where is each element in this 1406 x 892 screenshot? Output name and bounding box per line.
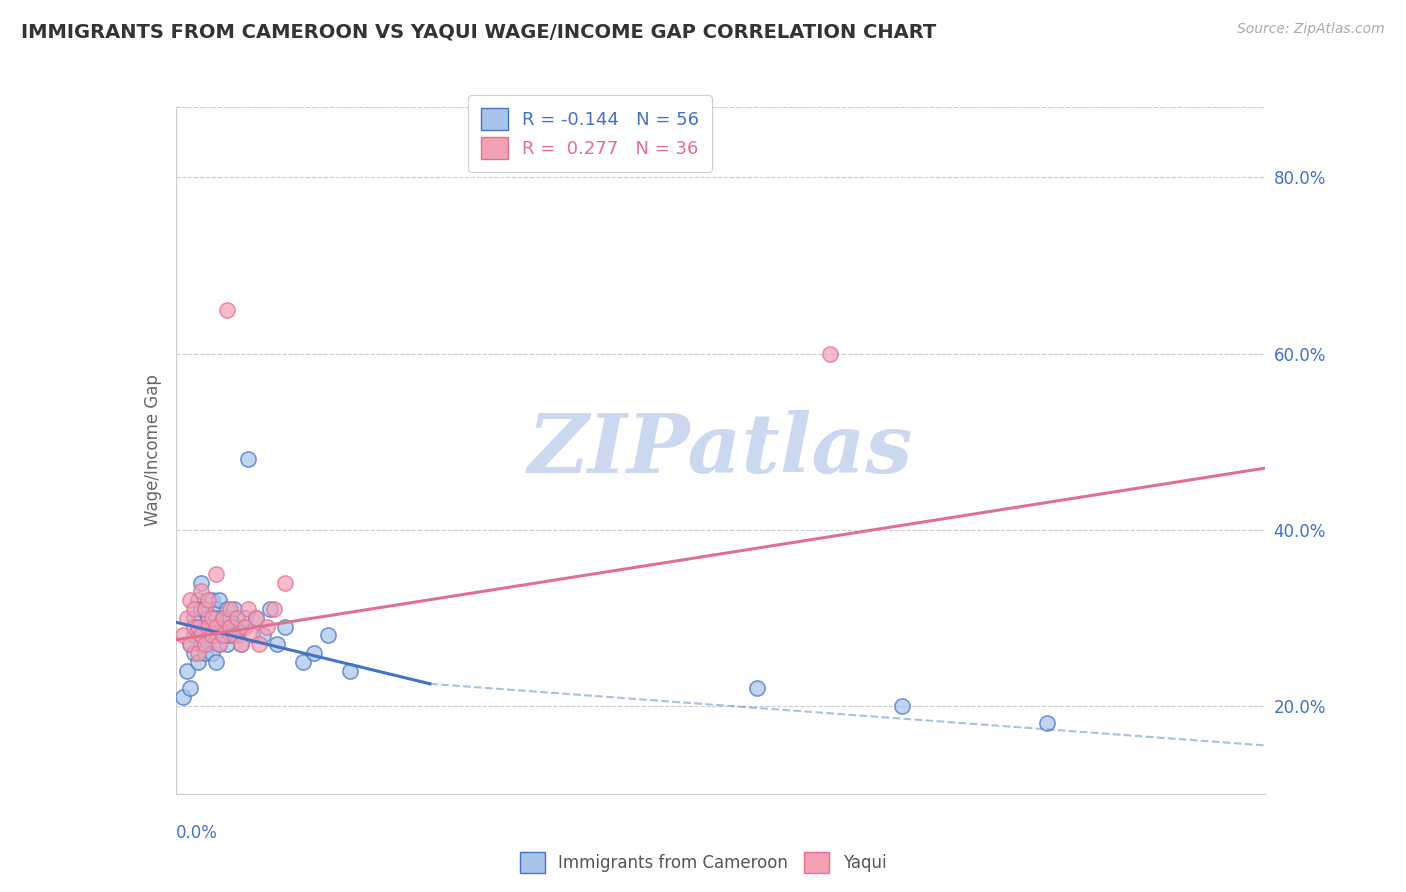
Point <box>179 637 201 651</box>
Point <box>176 611 198 625</box>
Point <box>245 611 267 625</box>
Point <box>212 611 235 625</box>
Point <box>219 611 242 625</box>
Point <box>215 602 238 616</box>
Point <box>215 637 238 651</box>
Point <box>226 628 249 642</box>
Point <box>208 593 231 607</box>
Point <box>194 619 217 633</box>
Point <box>233 619 256 633</box>
Point <box>186 593 209 607</box>
Point <box>201 619 224 633</box>
Point <box>274 575 297 590</box>
Point <box>201 593 224 607</box>
Point <box>212 628 235 642</box>
Point <box>186 655 209 669</box>
Point <box>179 681 201 696</box>
Point <box>186 619 209 633</box>
Point <box>194 602 217 616</box>
Point <box>238 602 260 616</box>
Point <box>208 619 231 633</box>
Point <box>240 628 263 642</box>
Point <box>818 346 841 360</box>
Point <box>745 681 768 696</box>
Point <box>318 628 340 642</box>
Point <box>204 619 226 633</box>
Point <box>208 637 231 651</box>
Point <box>219 602 242 616</box>
Point <box>247 637 270 651</box>
Point <box>231 637 253 651</box>
Y-axis label: Wage/Income Gap: Wage/Income Gap <box>143 375 162 526</box>
Point <box>204 602 226 616</box>
Point <box>219 628 242 642</box>
Point <box>215 619 238 633</box>
Point <box>252 628 274 642</box>
Point <box>204 628 226 642</box>
Point <box>197 628 219 642</box>
Point <box>201 628 224 642</box>
Point <box>266 637 288 651</box>
Point <box>197 619 219 633</box>
Point <box>183 646 205 660</box>
Point <box>172 690 194 704</box>
Point <box>183 628 205 642</box>
Point <box>204 566 226 581</box>
Point <box>190 575 212 590</box>
Point <box>233 611 256 625</box>
Point <box>256 619 278 633</box>
Point <box>245 611 267 625</box>
Point <box>231 619 253 633</box>
Point <box>197 593 219 607</box>
Point <box>190 602 212 616</box>
Point <box>204 611 226 625</box>
Point <box>291 655 314 669</box>
Point <box>183 619 205 633</box>
Text: 0.0%: 0.0% <box>176 824 218 842</box>
Point <box>215 302 238 317</box>
Point <box>259 602 281 616</box>
Point <box>194 602 217 616</box>
Point <box>212 628 235 642</box>
Point <box>179 637 201 651</box>
Point <box>204 655 226 669</box>
Point <box>891 698 914 713</box>
Point <box>197 611 219 625</box>
Point <box>197 637 219 651</box>
Text: IMMIGRANTS FROM CAMEROON VS YAQUI WAGE/INCOME GAP CORRELATION CHART: IMMIGRANTS FROM CAMEROON VS YAQUI WAGE/I… <box>21 22 936 41</box>
Point <box>222 619 245 633</box>
Point <box>186 619 209 633</box>
Point <box>179 593 201 607</box>
Point <box>219 619 242 633</box>
Point <box>339 664 361 678</box>
Point <box>231 637 253 651</box>
Text: Source: ZipAtlas.com: Source: ZipAtlas.com <box>1237 22 1385 37</box>
Point <box>201 646 224 660</box>
Point <box>194 646 217 660</box>
Point <box>263 602 285 616</box>
Text: ZIPatlas: ZIPatlas <box>527 410 914 491</box>
Point <box>302 646 325 660</box>
Point <box>226 611 249 625</box>
Point <box>201 611 224 625</box>
Point <box>172 628 194 642</box>
Point <box>190 628 212 642</box>
Point <box>176 664 198 678</box>
Point <box>212 611 235 625</box>
Legend: R = -0.144   N = 56, R =  0.277   N = 36: R = -0.144 N = 56, R = 0.277 N = 36 <box>468 95 711 172</box>
Point <box>274 619 297 633</box>
Point <box>194 637 217 651</box>
Point <box>183 611 205 625</box>
Point <box>208 637 231 651</box>
Point <box>238 452 260 467</box>
Legend: Immigrants from Cameroon, Yaqui: Immigrants from Cameroon, Yaqui <box>513 846 893 880</box>
Point <box>186 646 209 660</box>
Point <box>222 602 245 616</box>
Point <box>190 637 212 651</box>
Point <box>222 628 245 642</box>
Point <box>190 584 212 599</box>
Point <box>1036 716 1059 731</box>
Point <box>190 628 212 642</box>
Point <box>183 602 205 616</box>
